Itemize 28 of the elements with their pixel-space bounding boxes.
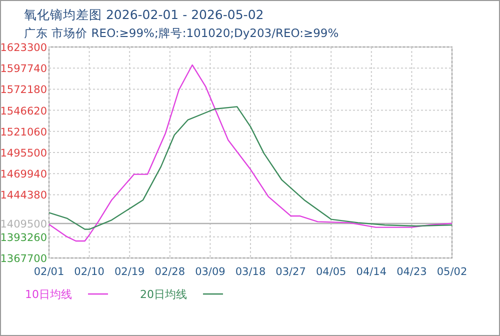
y-tick-label: 1572180 (0, 84, 47, 96)
y-tick-label: 1469940 (0, 168, 47, 181)
y-tick-label: 1393260 (0, 232, 47, 244)
legend-label: 20日均线 (140, 288, 187, 301)
x-tick-label: 05/02 (436, 266, 468, 278)
ref-line-label: 1409500 (0, 218, 47, 230)
line-series (48, 64, 453, 242)
y-tick-label: 1495500 (0, 148, 47, 160)
y-tick-label: 1546620 (0, 105, 47, 118)
legend-label: 10日均线 (25, 288, 72, 301)
x-tick-label: 02/01 (34, 266, 64, 278)
x-tick-label: 03/27 (276, 266, 306, 278)
x-tick-label: 04/23 (396, 266, 427, 278)
y-tick-label: 1623300 (0, 42, 47, 54)
chart-title: 氧化镝均差图 2026-02-01 - 2026-05-02 (24, 7, 264, 22)
x-tick-label: 03/18 (235, 266, 266, 278)
y-tick-label: 1444380 (0, 190, 47, 202)
chart-subtitle: 广东 市场价 REO:≥99%;牌号:101020;Dy203/REO:≥99% (24, 26, 339, 40)
line-series (48, 106, 453, 230)
x-tick-label: 02/19 (114, 266, 145, 278)
y-tick-label: 1521060 (0, 126, 47, 138)
x-tick-label: 02/28 (154, 266, 186, 278)
x-tick-label: 02/10 (74, 266, 104, 278)
y-tick-label: 1367700 (0, 253, 47, 265)
x-tick-label: 04/05 (316, 266, 346, 278)
x-tick-label: 04/14 (356, 266, 387, 278)
x-tick-label: 03/09 (195, 266, 226, 278)
y-tick-label: 1597740 (0, 63, 47, 76)
